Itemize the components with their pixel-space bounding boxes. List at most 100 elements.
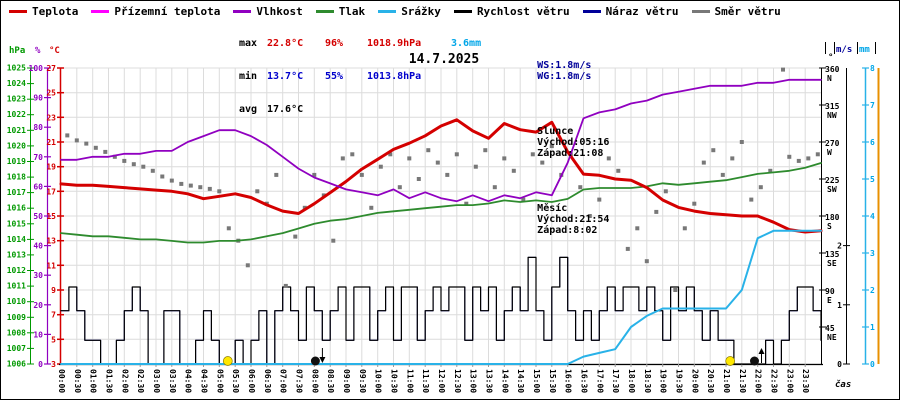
svg-text:1020: 1020 [7,141,26,150]
svg-text:13:00: 13:00 [469,369,478,393]
svg-text:11:30: 11:30 [421,369,430,393]
axis-pressure: 1006 1007 1008 1009 1010 1011 1012 1013 1014 1015… [7,46,34,369]
svg-text:01:00: 01:00 [89,369,98,393]
svg-text:14:30: 14:30 [516,369,525,393]
svg-text:07:30: 07:30 [295,369,304,393]
svg-text:22:00: 22:00 [754,369,763,393]
chart-title: 14.7.2025 [409,52,479,67]
svg-text:23:00: 23:00 [785,369,794,393]
min-label: min [239,71,258,82]
svg-text:1016: 1016 [7,204,26,213]
wind-gust-max: WG:1.8m/s [537,71,592,82]
legend-label-ground-temperature: Přízemní teplota [114,5,221,18]
max-pressure: 1018.9hPa [367,38,422,49]
max-label: max [239,38,258,49]
svg-text:1021: 1021 [7,126,26,135]
svg-text:°: ° [828,53,833,63]
svg-text:20:30: 20:30 [706,369,715,393]
svg-text:hPa: hPa [9,46,25,56]
svg-text:18:30: 18:30 [643,369,652,393]
series-precipitation [60,229,822,365]
svg-text:23: 23 [46,113,56,122]
svg-text:13:30: 13:30 [485,369,494,393]
axis-separators [825,42,876,54]
svg-text:1015: 1015 [7,219,26,228]
svg-text:0: 0 [870,360,875,369]
svg-text:1007: 1007 [7,344,26,353]
svg-text:60: 60 [33,182,43,191]
legend-label-wind-gust: Náraz větru [605,5,679,18]
svg-text:06:00: 06:00 [247,369,256,393]
svg-text:W: W [827,148,832,157]
svg-text:1013: 1013 [7,250,26,259]
svg-text:1012: 1012 [7,266,26,275]
svg-text:21: 21 [46,138,56,147]
min-temperature: 13.7°C [267,71,304,82]
svg-text:4: 4 [870,212,875,221]
svg-text:45: 45 [825,324,835,333]
svg-text:mm: mm [859,45,870,55]
svg-text:09:00: 09:00 [342,369,351,393]
legend: Teplota Přízemní teplota Vlhkost Tlak Srážky… [9,5,781,18]
svg-text:6: 6 [870,138,875,147]
svg-text:13: 13 [46,237,56,246]
svg-text:04:00: 04:00 [184,369,193,393]
legend-label-wind-speed: Rychlost větru [476,5,570,18]
svg-text:1009: 1009 [7,313,26,322]
legend-label-temperature: Teplota [32,5,79,18]
svg-text:01:30: 01:30 [105,369,114,393]
svg-text:80: 80 [33,123,43,132]
temperature-swatch [9,10,27,13]
svg-text:čas: čas [835,379,851,390]
svg-text:2: 2 [837,242,842,251]
sunset-time: Západ:21:08 [537,148,604,159]
svg-text:1025: 1025 [7,64,26,73]
axis-humidity: 0 10 20 30 40 50 60 70 80 90 100% [29,46,51,369]
legend-label-pressure: Tlak [338,5,366,18]
wind-speed-max: WS:1.8m/s [537,60,592,71]
svg-text:1: 1 [870,323,875,332]
svg-text:90: 90 [33,94,43,103]
svg-text:3: 3 [51,360,56,369]
svg-text:03:30: 03:30 [168,369,177,393]
axis-wind: 0 1 2 m/s [836,45,852,369]
svg-text:11: 11 [46,261,56,270]
svg-text:5: 5 [870,175,875,184]
legend-item-wind-direction: Směr větru [691,5,781,18]
min-pressure: 1013.8hPa [367,71,422,82]
ground-temperature-swatch [91,10,110,13]
svg-text:22:30: 22:30 [770,369,779,393]
svg-text:19:30: 19:30 [675,369,684,393]
legend-item-temperature: Teplota [9,5,78,18]
svg-text:135: 135 [825,250,840,259]
svg-text:1023: 1023 [7,95,26,104]
svg-text:23:30: 23:30 [801,369,810,393]
sunrise-time: Východ:05:16 [537,137,610,148]
svg-text:m/s: m/s [836,45,852,55]
svg-text:7: 7 [870,101,875,110]
svg-text:N: N [827,74,832,83]
svg-text:180: 180 [825,213,840,222]
svg-text:100: 100 [29,64,44,73]
svg-text:27: 27 [46,64,56,73]
svg-text:1008: 1008 [7,328,26,337]
svg-text:03:00: 03:00 [152,369,161,393]
axis-time: 00:00 00:30 01:00 01:30 02:00 02:30 03:00 03:30… [57,363,851,393]
min-humidity: 55% [325,71,344,82]
svg-text:5: 5 [51,335,56,344]
svg-text:10: 10 [33,330,43,339]
svg-text:S: S [827,222,832,231]
svg-text:08:30: 08:30 [326,369,335,393]
legend-item-precipitation: Srážky [378,5,441,18]
moon-label: Měsíc [537,203,568,214]
legend-label-precipitation: Srážky [401,5,441,18]
wind-direction-swatch [691,10,710,13]
svg-text:17:00: 17:00 [595,369,604,393]
sunrise-marker [222,356,233,366]
wind-stats-spacer [537,49,573,60]
stats-astro: WS:1.8m/s WG:1.8m/s Slunce Východ:05:16 … [489,16,609,269]
legend-item-ground-temperature: Přízemní teplota [91,5,220,18]
svg-text:17: 17 [46,187,56,196]
